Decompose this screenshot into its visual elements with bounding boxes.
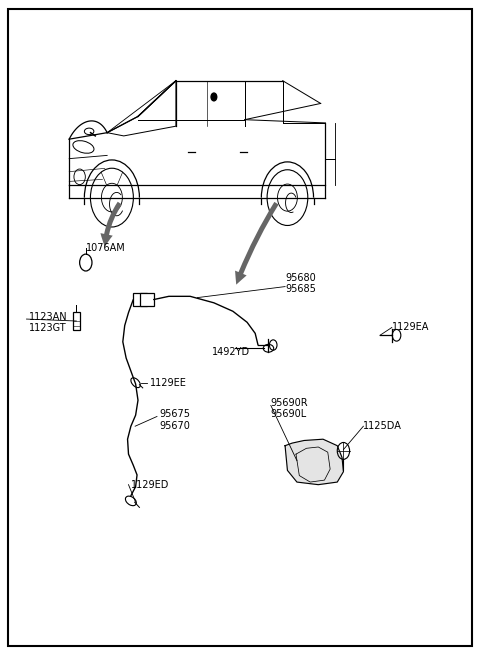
FancyBboxPatch shape: [133, 293, 146, 306]
Text: 95690R
95690L: 95690R 95690L: [271, 398, 309, 419]
FancyBboxPatch shape: [72, 312, 80, 330]
Text: 1125DA: 1125DA: [363, 421, 402, 431]
Text: 1129ED: 1129ED: [131, 479, 169, 490]
Polygon shape: [285, 440, 343, 485]
Text: 1129EA: 1129EA: [392, 322, 429, 333]
Circle shape: [211, 93, 217, 101]
Text: 1076AM: 1076AM: [86, 243, 126, 253]
FancyBboxPatch shape: [140, 293, 154, 306]
Text: 95680
95685: 95680 95685: [285, 272, 316, 294]
Text: 1129EE: 1129EE: [150, 378, 187, 388]
Text: 1123AN
1123GT: 1123AN 1123GT: [29, 312, 68, 333]
Text: 1492YD: 1492YD: [212, 347, 250, 357]
Text: 95675
95670: 95675 95670: [159, 409, 191, 430]
